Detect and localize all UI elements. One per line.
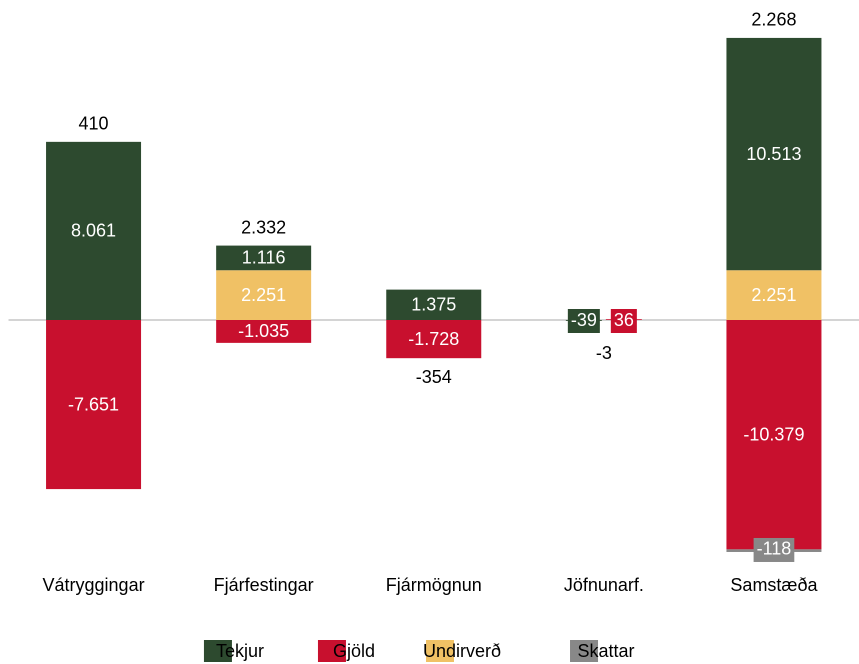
segment-label: -7.651 [68,394,119,414]
segment-label: -39 [571,310,597,330]
bar-segment [216,270,312,320]
segment-label: 1.116 [242,248,286,268]
total-label: -354 [416,367,452,387]
total-label: -3 [596,343,612,363]
x-tick-label: Vátryggingar [43,575,145,595]
bar-segment [46,320,142,490]
bar-segment [216,245,312,271]
segment-label: 2.251 [241,285,286,305]
legend-label: Gjöld [333,641,375,661]
legend-label: Skattar [578,641,635,661]
segment-label: -10.379 [743,424,804,444]
segment-label: -1.728 [408,329,459,349]
total-label: 410 [79,114,109,134]
bar-segment [726,37,822,271]
label-box [567,309,600,333]
bar-segment [726,270,822,320]
x-tick-label: Fjárfestingar [214,575,314,595]
x-tick-label: Fjármögnun [386,575,482,595]
segment-label: 1.375 [411,295,456,315]
x-tick-label: Samstæða [730,575,818,595]
bar-segment [216,320,312,343]
label-box [753,537,795,562]
total-label: 2.268 [751,10,796,30]
total-label: 2.332 [241,217,286,237]
legend-swatch [425,640,454,662]
x-tick-label: Jöfnunarf. [564,575,644,595]
legend-swatch [317,640,346,662]
legend-swatch [203,640,232,662]
segment-label: 36 [614,310,634,330]
segment-label: 10.513 [746,144,801,164]
segment-label: 2.251 [751,285,796,305]
legend-label: Undirverð [423,641,501,661]
segment-label: -1.035 [238,321,289,341]
bar-segment [46,141,142,320]
bar-segment [726,320,822,550]
segment-label: -118 [757,539,792,559]
label-box [610,309,637,333]
segment-label: 8.061 [71,221,116,241]
legend-label: Tekjur [216,641,264,661]
legend-swatch [570,640,599,662]
bar-segment [386,289,482,320]
bar-segment [386,320,482,359]
